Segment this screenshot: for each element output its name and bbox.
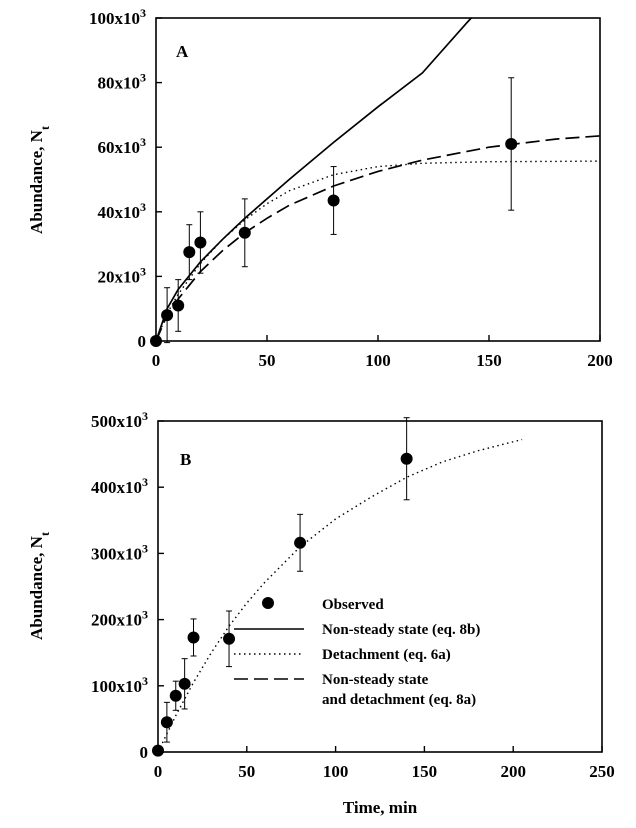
observed-point — [172, 299, 185, 312]
panel-a-plot-frame — [155, 17, 601, 342]
legend-label-non-steady-state: Non-steady state (eq. 8b) — [322, 622, 480, 638]
x-tick-label: 100 — [323, 762, 349, 781]
y-tick-label: 80x103 — [98, 71, 147, 93]
x-tick-label: 200 — [587, 351, 613, 370]
x-tick-label: 100 — [365, 351, 391, 370]
x-tick-label: 200 — [500, 762, 526, 781]
y-tick-label: 200x103 — [91, 608, 148, 630]
y-tick-label: 400x103 — [91, 475, 148, 497]
panel-a: 0 50 100 150 200 0 20x103 40x103 60x103 80x103 10… — [27, 6, 613, 370]
series-line-non-steady-state-eq-8b — [156, 18, 472, 341]
observed-point — [169, 689, 182, 702]
x-tick-label: 0 — [152, 351, 161, 370]
panel-b-y-axis-label: Abundance, Nt — [27, 532, 52, 640]
panel-a-curves — [156, 18, 600, 341]
observed-point — [505, 137, 518, 150]
panel-a-label: A — [176, 42, 189, 61]
observed-point — [194, 236, 207, 249]
panel-b: 0 50 100 150 200 250 0 100x103 200x103 300x103 40… — [27, 409, 615, 817]
x-axis-label: Time, min — [343, 798, 418, 817]
x-tick-label: 150 — [476, 351, 502, 370]
observed-point — [327, 194, 340, 207]
y-tick-label: 100x103 — [89, 6, 146, 28]
legend-entry-non-steady-state: Non-steady state (eq. 8b) — [234, 622, 480, 638]
panel-b-label: B — [180, 450, 191, 469]
panel-b-plot-frame — [157, 420, 603, 753]
x-tick-label: 150 — [412, 762, 438, 781]
series-line-detachment-eq-6a — [158, 438, 523, 752]
panel-a-x-axis: 0 50 100 150 200 — [152, 335, 613, 370]
legend: Observed Non-steady state (eq. 8b) Detac… — [234, 597, 480, 708]
panel-b-points — [152, 417, 413, 757]
legend-entry-detachment: Detachment (eq. 6a) — [234, 647, 451, 663]
observed-point — [183, 246, 196, 259]
panel-b-y-axis: 0 100x103 200x103 300x103 400x103 500x103 — [91, 409, 164, 762]
series-line-non-steady-state-and-detachment-eq-8a — [156, 135, 600, 341]
legend-label-non-steady-state-line-1: Non-steady state — [322, 672, 429, 688]
y-tick-label: 0 — [140, 743, 149, 762]
observed-point — [161, 309, 174, 322]
y-tick-label: 300x103 — [91, 541, 148, 563]
y-tick-label: 20x103 — [98, 264, 147, 286]
legend-label-detachment: Detachment (eq. 6a) — [322, 647, 451, 663]
y-tick-label: 100x103 — [91, 674, 148, 696]
observed-point — [400, 452, 413, 465]
x-tick-label: 250 — [589, 762, 615, 781]
observed-point — [160, 716, 173, 729]
panel-b-curves — [158, 438, 523, 752]
y-tick-label: 0 — [138, 332, 147, 351]
observed-point — [178, 677, 191, 690]
panel-b-x-axis: 0 50 100 150 200 250 — [154, 746, 615, 781]
x-tick-label: 0 — [154, 762, 163, 781]
panel-a-points — [150, 77, 518, 347]
x-tick-label: 50 — [238, 762, 255, 781]
observed-point — [238, 226, 251, 239]
legend-label-observed: Observed — [322, 597, 384, 613]
panel-a-y-axis: 0 20x103 40x103 60x103 80x103 100x103 — [89, 6, 162, 351]
x-tick-label: 50 — [259, 351, 276, 370]
y-tick-label: 500x103 — [91, 409, 148, 431]
observed-point — [223, 632, 236, 645]
panel-a-y-axis-label: Abundance, Nt — [27, 126, 52, 234]
legend-label-non-steady-state-line-2: and detachment (eq. 8a) — [322, 692, 476, 708]
y-tick-label: 40x103 — [98, 200, 147, 222]
observed-point — [187, 631, 200, 644]
legend-entry-observed: Observed — [262, 597, 384, 613]
legend-entry-non-steady-state-and-detachment: Non-steady state and detachment (eq. 8a) — [234, 672, 476, 708]
y-tick-label: 60x103 — [98, 135, 147, 157]
legend-marker-observed — [262, 597, 274, 609]
observed-point — [294, 536, 307, 549]
